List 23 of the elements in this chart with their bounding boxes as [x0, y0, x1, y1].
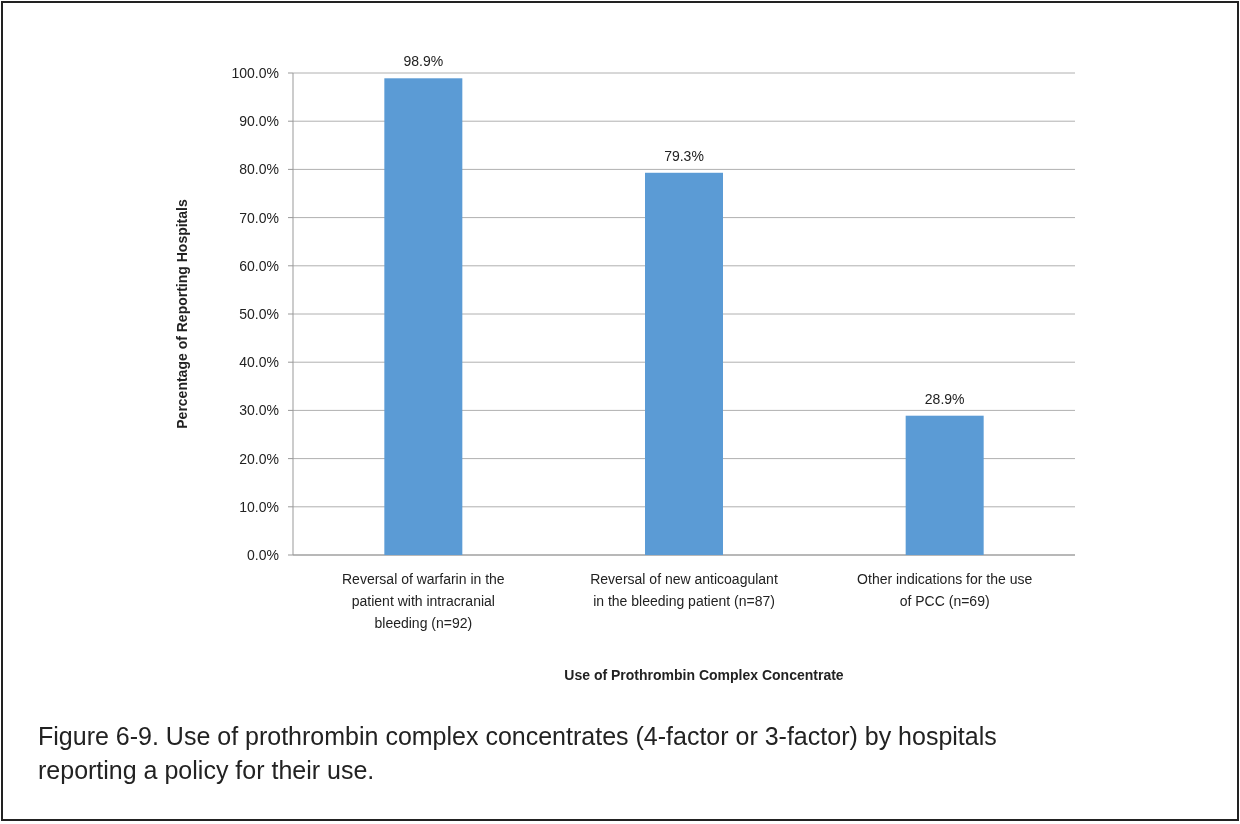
bar: [384, 78, 463, 555]
bar: [905, 415, 984, 555]
x-tick-label: Reversal of new anticoagulant in the bleeding patient (n=87): [590, 571, 778, 609]
y-tick-label: 100.0%: [231, 64, 279, 81]
data-label: 98.9%: [403, 53, 444, 70]
y-tick-label: 80.0%: [239, 161, 279, 178]
y-tick-label: 60.0%: [239, 257, 279, 274]
data-label: 79.3%: [664, 147, 704, 164]
y-tick-label: 30.0%: [239, 402, 279, 419]
x-axis-title: Use of Prothrombin Complex Concentrate: [564, 667, 844, 683]
data-label: 28.9%: [924, 390, 965, 407]
caption: Figure 6-9. Use of prothrombin complex concentrates (4-factor or 3-factor) by hospitals reporting a policy for their use.: [38, 722, 997, 784]
y-axis-title: Percentage of Reporting Hospitals: [174, 199, 190, 429]
y-tick-label: 90.0%: [239, 113, 279, 130]
x-tick-label: Reversal of warfarin in the patient with intracranial bleeding (n=92): [342, 571, 505, 631]
y-tick-label: 0.0%: [247, 546, 279, 563]
y-tick-label: 20.0%: [239, 450, 279, 467]
x-tick-label: Other indications for the use of PCC (n=69): [857, 571, 1033, 609]
y-tick-label: 10.0%: [239, 498, 279, 515]
y-tick-label: 70.0%: [239, 209, 279, 226]
y-tick-label: 50.0%: [239, 305, 279, 322]
bar: [645, 172, 723, 555]
y-tick-label: 40.0%: [239, 354, 279, 371]
